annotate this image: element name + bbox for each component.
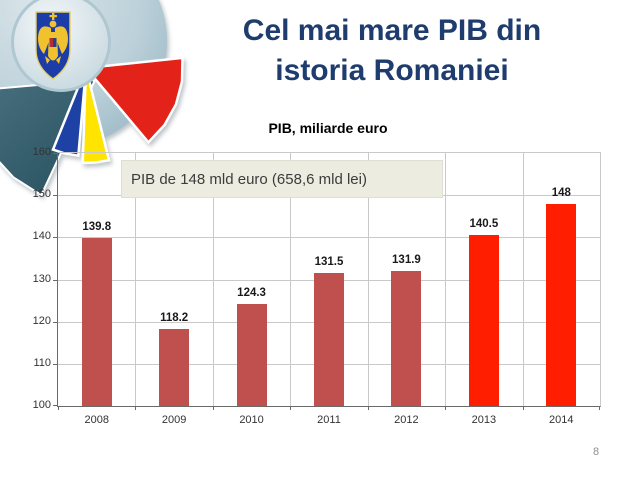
bar-value-label: 139.8 (82, 221, 112, 234)
y-axis-tick (53, 279, 58, 281)
y-axis-tick (53, 237, 58, 239)
flag-fan-red-slice (83, 56, 184, 145)
gridline-vertical (522, 153, 524, 406)
bar-2013 (468, 235, 499, 406)
y-axis-label: 140 (32, 230, 51, 243)
chart-title: PIB, miliarde euro (268, 120, 388, 136)
y-axis-label: 110 (33, 356, 51, 369)
gridline-horizontal (58, 237, 600, 239)
flag-fan-yellow-slice (81, 67, 111, 165)
callout-box: PIB de 148 mld euro (658,6 mld lei) (121, 160, 443, 198)
y-axis-label: 150 (32, 188, 51, 201)
y-axis-label: 130 (32, 272, 51, 285)
romania-flag-fan-logo-icon (0, 0, 184, 197)
bar-value-label: 124.3 (237, 286, 266, 299)
x-axis-tick (135, 406, 137, 410)
y-axis-label: 100 (32, 399, 51, 411)
flag-fan-blue-slice (51, 67, 88, 158)
bar-2009 (159, 329, 190, 406)
gridline-vertical (290, 153, 292, 406)
bar-value-label: 131.9 (392, 254, 421, 267)
x-axis-label: 2011 (317, 414, 341, 426)
bar-2008 (81, 238, 112, 406)
bar-value-label: 148 (551, 186, 571, 199)
y-axis-label: 120 (32, 314, 51, 327)
y-axis-tick (53, 195, 58, 197)
x-axis-label: 2010 (239, 414, 264, 426)
bar-2010 (236, 303, 267, 406)
slide-title: Cel mai mare PIB din istoria Romaniei (206, 11, 578, 91)
coat-of-arms-icon (35, 11, 71, 80)
y-axis-tick (53, 363, 58, 365)
x-axis-tick (58, 406, 59, 410)
y-axis-label: 160 (32, 146, 51, 158)
x-axis-label: 2012 (394, 414, 419, 426)
slide-title-line2: istoria Romaniei (275, 54, 509, 87)
bar-2012 (391, 271, 422, 406)
gridline-vertical (212, 153, 214, 406)
y-axis-tick (53, 321, 58, 323)
x-axis-label: 2013 (471, 414, 497, 426)
bar-2011 (314, 273, 344, 406)
bar-2014 (546, 203, 577, 406)
x-axis-tick (445, 406, 447, 410)
plot-area: 100 110 120 130 140 150 160 2008 139.8 2009 118.2 2… (33, 146, 601, 426)
x-axis-label: 2009 (161, 414, 187, 426)
bar-value-label: 118.2 (160, 312, 189, 325)
slide-title-line1: Cel mai mare PIB din (242, 14, 542, 47)
x-axis-tick (212, 406, 214, 410)
callout-text: PIB de 148 mld euro (658,6 mld lei) (131, 170, 367, 188)
y-axis-tick (53, 153, 58, 154)
x-axis-tick (522, 406, 524, 410)
bar-value-label: 131.5 (314, 256, 344, 269)
x-axis-label: 2008 (84, 414, 109, 426)
gridline-vertical (367, 153, 369, 406)
bar-value-label: 140.5 (469, 218, 499, 231)
gridline-vertical (445, 153, 447, 406)
x-axis-label: 2014 (549, 414, 574, 426)
gridline-vertical (135, 153, 137, 406)
flag-fan-icon (51, 56, 184, 165)
x-axis-tick (599, 406, 600, 410)
x-axis-tick (290, 406, 292, 410)
page-number: 8 (593, 446, 600, 458)
y-axis-tick (53, 405, 58, 406)
x-axis-tick (367, 406, 369, 410)
